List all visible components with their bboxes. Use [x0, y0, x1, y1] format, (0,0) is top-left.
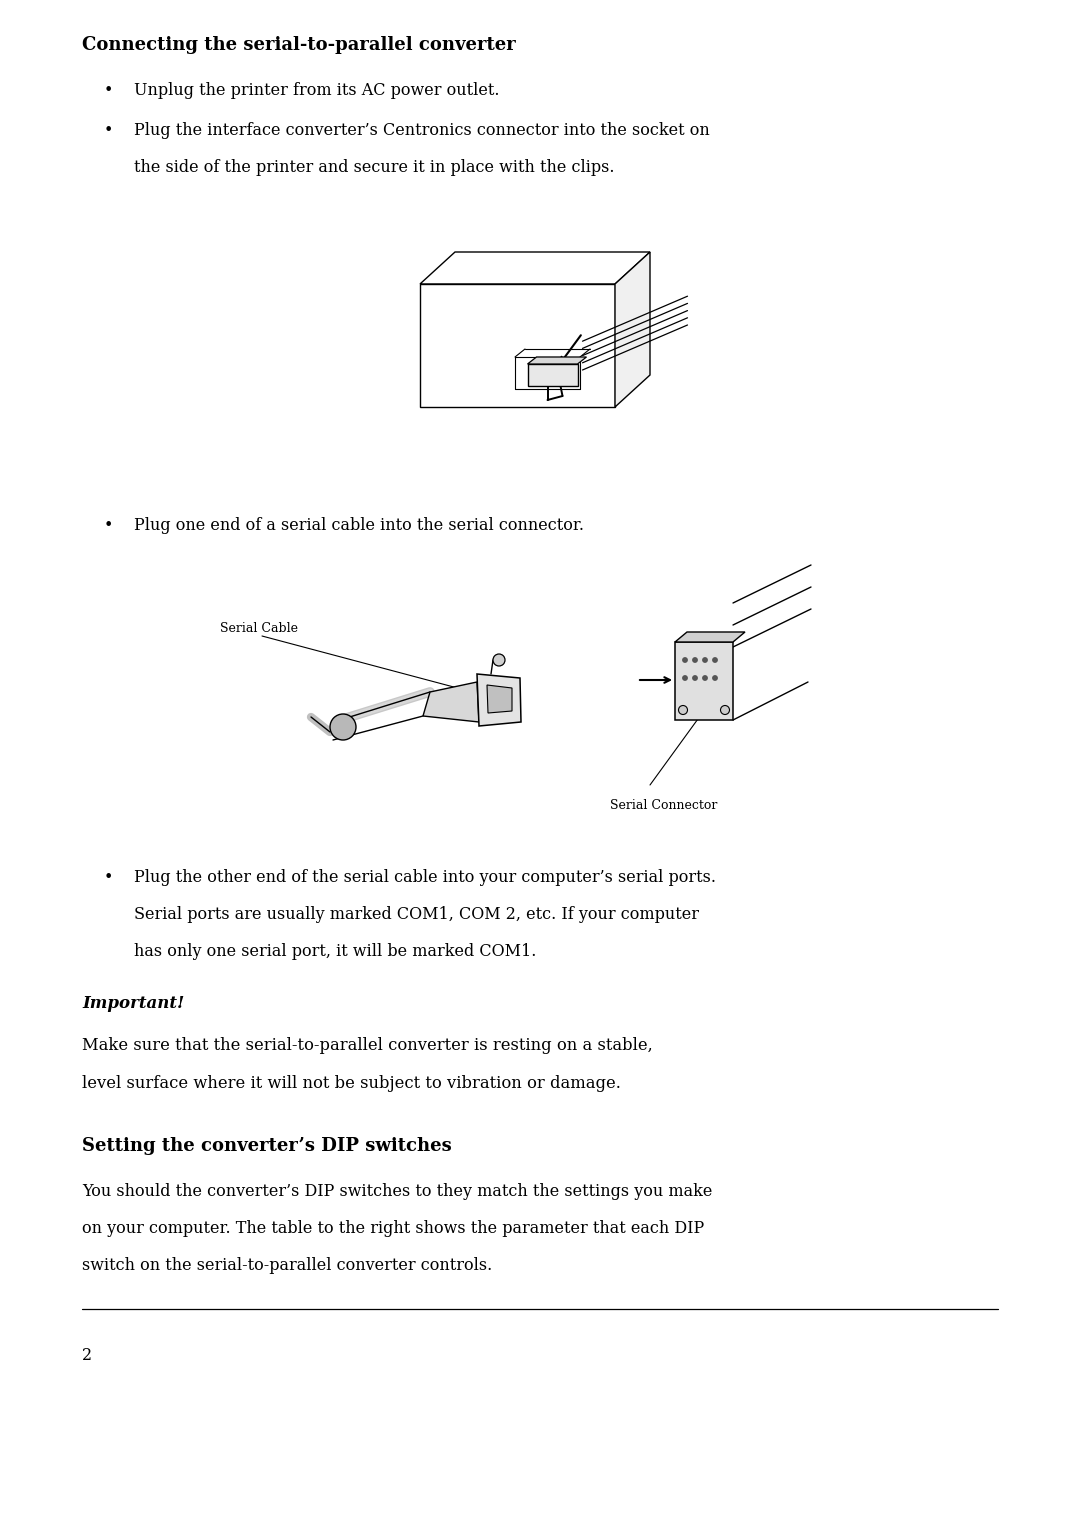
Text: the side of the printer and secure it in place with the clips.: the side of the printer and secure it in…: [134, 159, 615, 175]
Text: Connecting the serial-to-parallel converter: Connecting the serial-to-parallel conver…: [82, 37, 516, 53]
Text: on your computer. The table to the right shows the parameter that each DIP: on your computer. The table to the right…: [82, 1219, 704, 1238]
Polygon shape: [527, 357, 586, 365]
Text: •: •: [104, 122, 113, 139]
Text: •: •: [104, 82, 113, 99]
Circle shape: [492, 655, 505, 665]
Circle shape: [692, 658, 698, 662]
Circle shape: [713, 676, 717, 681]
Text: Serial Connector: Serial Connector: [610, 800, 717, 812]
Circle shape: [330, 714, 356, 740]
Polygon shape: [675, 632, 745, 642]
Polygon shape: [487, 685, 512, 713]
Circle shape: [692, 676, 698, 681]
Polygon shape: [675, 642, 733, 720]
Bar: [527, 365, 578, 386]
Circle shape: [720, 705, 729, 714]
Text: •: •: [104, 868, 113, 887]
Text: Important!: Important!: [82, 995, 185, 1012]
Circle shape: [683, 658, 687, 662]
Text: Make sure that the serial-to-parallel converter is resting on a stable,: Make sure that the serial-to-parallel co…: [82, 1038, 652, 1054]
Circle shape: [678, 705, 688, 714]
Text: •: •: [104, 517, 113, 534]
Text: Serial ports are usually marked COM1, COM 2, etc. If your computer: Serial ports are usually marked COM1, CO…: [134, 906, 699, 923]
Text: switch on the serial-to-parallel converter controls.: switch on the serial-to-parallel convert…: [82, 1257, 492, 1274]
Circle shape: [713, 658, 717, 662]
Polygon shape: [615, 252, 650, 407]
Text: has only one serial port, it will be marked COM1.: has only one serial port, it will be mar…: [134, 943, 537, 960]
Text: Plug the interface converter’s Centronics connector into the socket on: Plug the interface converter’s Centronic…: [134, 122, 710, 139]
Polygon shape: [477, 674, 521, 726]
Text: You should the converter’s DIP switches to they match the settings you make: You should the converter’s DIP switches …: [82, 1183, 713, 1199]
Text: Unplug the printer from its AC power outlet.: Unplug the printer from its AC power out…: [134, 82, 499, 99]
Polygon shape: [420, 284, 615, 407]
Text: Setting the converter’s DIP switches: Setting the converter’s DIP switches: [82, 1137, 451, 1155]
Text: 2: 2: [82, 1347, 92, 1364]
Circle shape: [683, 676, 687, 681]
Polygon shape: [423, 682, 480, 722]
Text: Plug one end of a serial cable into the serial connector.: Plug one end of a serial cable into the …: [134, 517, 584, 534]
Circle shape: [703, 658, 707, 662]
Text: Serial Cable: Serial Cable: [220, 623, 298, 635]
Text: level surface where it will not be subject to vibration or damage.: level surface where it will not be subje…: [82, 1074, 621, 1093]
Circle shape: [703, 676, 707, 681]
Text: Plug the other end of the serial cable into your computer’s serial ports.: Plug the other end of the serial cable i…: [134, 868, 716, 887]
Polygon shape: [420, 252, 650, 284]
